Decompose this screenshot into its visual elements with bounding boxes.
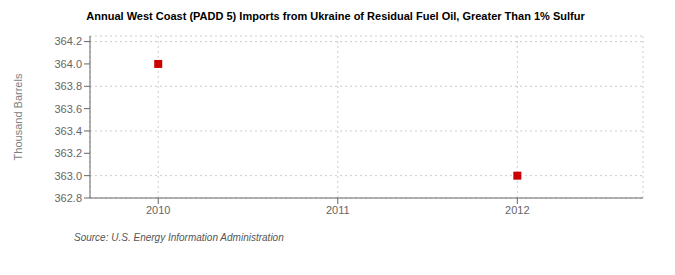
svg-text:364.2: 364.2 — [54, 35, 82, 47]
svg-text:362.8: 362.8 — [54, 192, 82, 204]
svg-text:363.4: 363.4 — [54, 125, 82, 137]
svg-text:2011: 2011 — [326, 204, 350, 216]
html-text:Annual West Coast (PADD 5) Imp: Annual West Coast (PADD 5) Imports from … — [86, 10, 585, 22]
svg-text:363.6: 363.6 — [54, 103, 82, 115]
svg-text:363.8: 363.8 — [54, 80, 82, 92]
svg-text:2010: 2010 — [146, 204, 170, 216]
svg-text:363.2: 363.2 — [54, 147, 82, 159]
html-text:Source: U.S. Energy Informatio: Source: U.S. Energy Information Administ… — [74, 232, 284, 243]
svg-text:364.0: 364.0 — [54, 58, 82, 70]
svg-text:2012: 2012 — [505, 204, 529, 216]
svg-text:Thousand Barrels: Thousand Barrels — [12, 73, 24, 160]
svg-text:363.0: 363.0 — [54, 170, 82, 182]
